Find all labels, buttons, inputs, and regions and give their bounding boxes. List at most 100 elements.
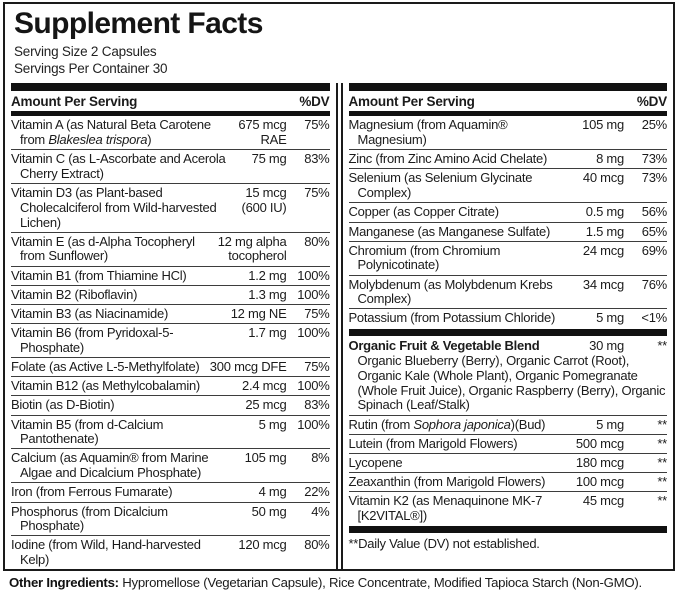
nutrient-row: Manganese (as Manganese Sulfate) 1.5 mg 65… bbox=[348, 221, 668, 241]
nutrient-row: Rutin (from Sophora japonica)(Bud) 5 mg ** bbox=[348, 414, 667, 434]
nutrient-name: Vitamin C (as L-Ascorbate and Acerola Ch… bbox=[11, 151, 226, 181]
nutrient-amount: 180 mcg bbox=[575, 454, 624, 470]
nutrient-row-line: Vitamin B12 (as Methylcobalamin) 2.4 mcg 1… bbox=[11, 379, 330, 394]
nutrient-columns: Amount Per Serving %DV Vitamin A (as Nat… bbox=[5, 83, 674, 570]
nutrient-dv: 100% bbox=[297, 416, 330, 432]
nutrient-row-line: Calcium (as Aquamin® from Marine Algae a… bbox=[11, 450, 330, 481]
right-column: Amount Per Serving %DV Magnesium (from A… bbox=[340, 83, 674, 570]
nutrient-amount: 5 mg bbox=[596, 416, 624, 432]
nutrient-dv: 8% bbox=[311, 450, 330, 466]
nutrient-name: Vitamin E (as d-Alpha Tocopheryl from Su… bbox=[11, 233, 195, 264]
nutrient-dv: 80% bbox=[304, 233, 330, 249]
nutrient-row-line: Copper (as Copper Citrate) 0.5 mg 56% bbox=[349, 205, 668, 220]
nutrient-row-line: Manganese (as Manganese Sulfate) 1.5 mg 65… bbox=[349, 223, 668, 240]
nutrient-name: Vitamin A (as Natural Beta Carotene from… bbox=[11, 117, 211, 148]
nutrient-amount: 75 mg bbox=[251, 151, 287, 167]
nutrient-row: Molybdenum (as Molybdenum Krebs Complex)… bbox=[348, 274, 668, 309]
nutrient-row: Vitamin D3 (as Plant-based Cholecalcifer… bbox=[11, 183, 330, 232]
nutrient-row-line: Phosphorus (from Dicalcium Phosphate) 50 … bbox=[11, 503, 330, 534]
nutrient-dv: 75% bbox=[304, 185, 330, 201]
column-header: Amount Per Serving %DV bbox=[11, 91, 330, 111]
nutrient-name: Calcium (as Aquamin® from Marine Algae a… bbox=[11, 450, 209, 481]
nutrient-dv: 22% bbox=[304, 484, 330, 500]
nutrient-row-line: Lycopene 180 mcg ** bbox=[349, 454, 668, 471]
nutrient-name: Vitamin B2 (Riboflavin) bbox=[11, 286, 138, 302]
nutrient-amount: 5 mg bbox=[258, 416, 287, 432]
nutrient-name: Iodine (from Wild, Hand-harvested Kelp) bbox=[11, 537, 201, 568]
nutrient-row: Lutein (from Marigold Flowers) 500 mcg ** bbox=[348, 433, 667, 453]
nutrient-dv: 100% bbox=[297, 267, 330, 283]
nutrient-amount: 8 mg bbox=[596, 151, 624, 167]
other-ingredients-label: Other Ingredients: bbox=[9, 575, 119, 591]
nutrient-row-line: Molybdenum (as Molybdenum Krebs Complex)… bbox=[348, 276, 668, 307]
left-column: Amount Per Serving %DV Vitamin A (as Nat… bbox=[5, 83, 338, 570]
nutrient-dv: 73% bbox=[641, 151, 668, 167]
nutrient-amount: 500 mcg bbox=[575, 435, 624, 451]
nutrient-dv: 100% bbox=[297, 378, 330, 394]
nutrient-row: Organic Fruit & Vegetable Blend 30 mg ** Or… bbox=[349, 337, 668, 415]
nutrient-row-line: Biotin (as D-Biotin) 25 mcg 83% bbox=[11, 398, 330, 413]
nutrient-row-line: Vitamin B2 (Riboflavin) 1.3 mg 100% bbox=[11, 286, 330, 303]
nutrient-row: Zinc (from Zinc Amino Acid Chelate) 8 mg 7… bbox=[348, 149, 668, 168]
nutrient-dv: 83% bbox=[304, 151, 330, 167]
nutrient-name: Potassium (from Potassium Chloride) bbox=[348, 310, 556, 326]
nutrient-dv: 76% bbox=[641, 276, 668, 292]
nutrient-amount: 50 mg bbox=[251, 503, 287, 519]
nutrient-dv: 65% bbox=[641, 223, 668, 239]
nutrient-row: Vitamin B1 (from Thiamine HCl) 1.2 mg 100% bbox=[11, 265, 330, 285]
nutrient-row-line: Vitamin K2 (as Menaquinone MK-7 [K2VITAL… bbox=[349, 493, 668, 523]
nutrient-dv: 75% bbox=[304, 359, 330, 375]
amount-per-serving-label: Amount Per Serving bbox=[11, 94, 138, 110]
nutrient-dv: 56% bbox=[641, 204, 668, 220]
nutrient-row: Lycopene 180 mcg ** bbox=[348, 452, 668, 472]
dv-footnote: **Daily Value (DV) not established. bbox=[348, 536, 540, 552]
nutrient-row-line: Iron (from Ferrous Fumarate) 4 mg 22% bbox=[11, 485, 330, 500]
right-column-rows: Magnesium (from Aquamin® Magnesium) 105 m… bbox=[348, 116, 668, 554]
nutrient-row: Iodine (from Wild, Hand-harvested Kelp) 1… bbox=[11, 535, 330, 569]
nutrient-row-line: Selenium (as Selenium Glycinate Complex)… bbox=[349, 171, 668, 201]
nutrient-row: Magnesium (from Aquamin® Magnesium) 105 m… bbox=[349, 116, 668, 149]
nutrient-name: Vitamin B6 (from Pyridoxal-5-Phosphate) bbox=[11, 325, 174, 355]
nutrient-row: Vitamin K2 (as Menaquinone MK-7 [K2VITAL… bbox=[348, 491, 668, 525]
nutrient-dv: 4% bbox=[311, 503, 330, 519]
nutrient-row: Zeaxanthin (from Marigold Flowers) 100 mc… bbox=[348, 472, 668, 491]
nutrient-row-line: Vitamin B1 (from Thiamine HCl) 1.2 mg 100% bbox=[11, 267, 330, 284]
nutrient-dv: 75% bbox=[304, 305, 330, 321]
section-divider-bar bbox=[348, 328, 667, 336]
nutrient-row-line: Potassium (from Potassium Chloride) 5 mg <… bbox=[349, 311, 668, 326]
nutrient-amount: 675 mcg RAE bbox=[238, 117, 287, 148]
nutrient-amount: 300 mcg DFE bbox=[209, 359, 287, 375]
nutrient-amount: 34 mcg bbox=[582, 276, 624, 292]
nutrient-name: Vitamin B1 (from Thiamine HCl) bbox=[11, 267, 187, 283]
serving-size: Serving Size 2 Capsules bbox=[14, 44, 157, 60]
amount-per-serving-label: Amount Per Serving bbox=[348, 94, 475, 110]
nutrient-row-line: Vitamin A (as Natural Beta Carotene from… bbox=[11, 117, 330, 148]
nutrient-amount: 12 mg alpha tocopherol bbox=[217, 233, 287, 264]
nutrient-name: Folate (as Active L-5-Methylfolate) bbox=[11, 359, 200, 375]
nutrient-amount: 30 mg bbox=[589, 337, 624, 353]
nutrient-amount: 100 mcg bbox=[575, 474, 624, 490]
nutrient-row-line: Vitamin E (as d-Alpha Tocopheryl from Su… bbox=[11, 233, 330, 264]
left-column-rows: Vitamin A (as Natural Beta Carotene from… bbox=[11, 116, 330, 569]
nutrient-name: Vitamin B12 (as Methylcobalamin) bbox=[11, 378, 201, 394]
panel-title: Supplement Facts bbox=[14, 7, 263, 40]
column-top-bar bbox=[348, 83, 667, 92]
nutrient-row: Selenium (as Selenium Glycinate Complex)… bbox=[348, 168, 668, 202]
percent-dv-label: %DV bbox=[636, 94, 667, 110]
nutrient-dv: 100% bbox=[297, 286, 330, 302]
nutrient-row-line: Organic Fruit & Vegetable Blend 30 mg ** bbox=[348, 337, 668, 354]
nutrient-row: Vitamin C (as L-Ascorbate and Acerola Ch… bbox=[11, 149, 330, 183]
nutrient-row: Copper (as Copper Citrate) 0.5 mg 56% bbox=[348, 202, 668, 221]
nutrient-name: Molybdenum (as Molybdenum Krebs Complex) bbox=[348, 276, 553, 307]
nutrient-row: Vitamin B2 (Riboflavin) 1.3 mg 100% bbox=[11, 284, 330, 304]
other-ingredients-text: Hypromellose (Vegetarian Capsule), Rice … bbox=[122, 575, 642, 591]
nutrient-name: Organic Fruit & Vegetable Blend bbox=[348, 337, 540, 353]
nutrient-row: Potassium (from Potassium Chloride) 5 mg <… bbox=[348, 308, 668, 327]
nutrient-row-line: Zeaxanthin (from Marigold Flowers) 100 mc… bbox=[349, 474, 668, 490]
nutrient-row-line: Vitamin B5 (from d-Calcium Pantothenate)… bbox=[11, 416, 330, 447]
nutrient-name: Chromium (from Chromium Polynicotinate) bbox=[348, 242, 501, 273]
nutrient-row: Vitamin E (as d-Alpha Tocopheryl from Su… bbox=[11, 231, 330, 266]
nutrient-dv: 69% bbox=[641, 242, 668, 258]
supplement-facts-panel: Supplement Facts Serving Size 2 Capsules… bbox=[3, 2, 675, 572]
nutrient-dv: 80% bbox=[304, 537, 330, 553]
